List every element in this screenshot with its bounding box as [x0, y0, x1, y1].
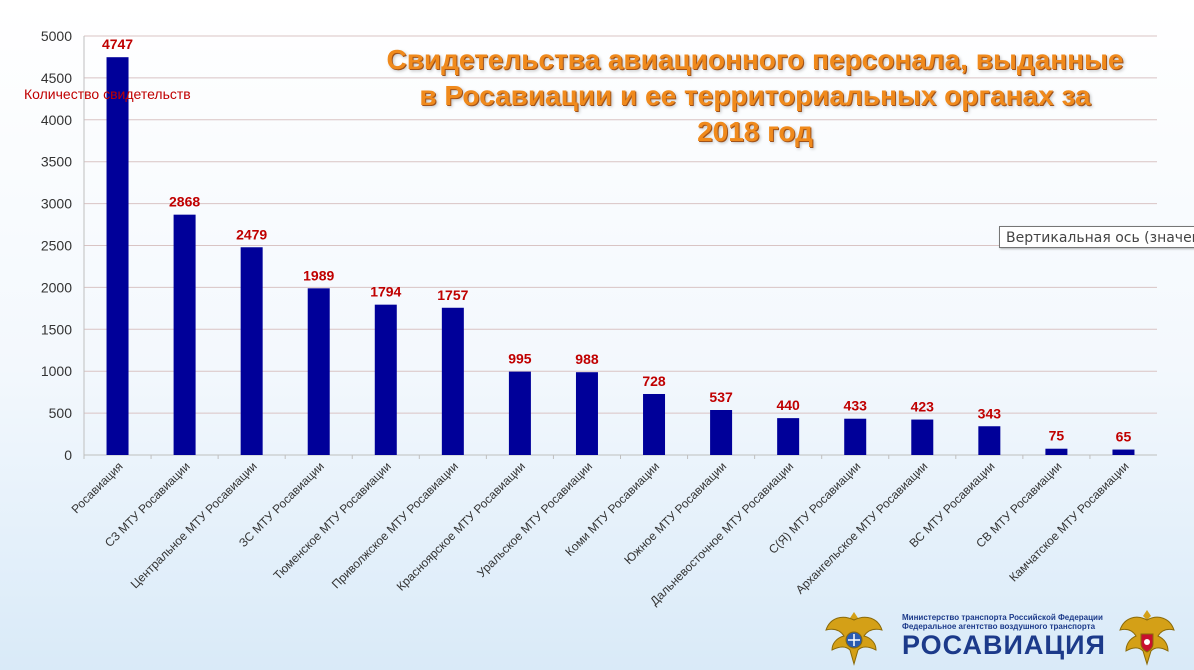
title-line-3: 2018 год [697, 116, 813, 147]
x-tick-label: Приволжское МТУ Росавиации [329, 459, 461, 591]
y-tick-label: 4000 [41, 112, 72, 128]
data-label: 343 [978, 405, 1002, 421]
bar [441, 307, 464, 455]
bar [374, 304, 397, 455]
title-line-1: Свидетельства авиационного персонала, вы… [386, 44, 1124, 75]
y-tick-label: 1500 [41, 321, 72, 337]
bar [911, 419, 934, 455]
data-label: 1989 [303, 267, 334, 283]
data-label: 1794 [370, 284, 401, 300]
y-tick-label: 5000 [41, 28, 72, 44]
bar [1045, 448, 1068, 455]
data-label: 988 [575, 351, 599, 367]
data-label: 433 [844, 398, 868, 414]
data-label: 728 [642, 373, 666, 389]
bar [777, 418, 800, 455]
y-tick-label: 2500 [41, 238, 72, 254]
coat-of-arms-icon [1119, 610, 1175, 666]
y-tick-label: 3500 [41, 154, 72, 170]
data-label: 995 [508, 351, 532, 367]
data-label: 65 [1116, 429, 1132, 445]
axis-tooltip: Вертикальная ось (значения) [999, 226, 1194, 248]
bar [643, 393, 666, 455]
y-tick-label: 4500 [41, 70, 72, 86]
bar [710, 409, 733, 455]
brand-logo-text: РОСАВИАЦИЯ [902, 630, 1106, 660]
x-tick-label: Тюменское МТУ Росавиации [271, 459, 394, 582]
ministry-text: Министерство транспорта Российской Федер… [902, 613, 1103, 631]
x-tick-label: Росавиация [69, 459, 126, 516]
bar [173, 214, 196, 455]
y-tick-label: 500 [49, 405, 73, 421]
y-axis-label: Количество свидетельств [24, 86, 191, 102]
data-label: 2479 [236, 226, 267, 242]
bar [240, 247, 263, 455]
data-label: 440 [776, 397, 800, 413]
data-label: 1757 [437, 287, 468, 303]
data-label: 423 [911, 399, 935, 415]
bar [508, 371, 531, 455]
x-tick-label: Красноярское МТУ Росавиации [394, 459, 528, 593]
data-label: 4747 [102, 36, 133, 52]
x-tick-label: Дальневосточное МТУ Росавиации [647, 459, 796, 608]
x-tick-label: Уральское МТУ Росавиации [474, 459, 595, 580]
ministry-line-1: Министерство транспорта Российской Федер… [902, 613, 1103, 622]
x-tick-label: Архангельское МТУ Росавиации [793, 459, 931, 597]
bar [307, 288, 330, 455]
y-tick-label: 1000 [41, 363, 72, 379]
y-tick-label: 3000 [41, 196, 72, 212]
x-tick-label: Камчатское МТУ Росавиации [1006, 459, 1131, 584]
ministry-line-2: Федеральное агентство воздушного транспо… [902, 622, 1096, 631]
bar [978, 426, 1001, 455]
title-line-2: в Росавиации и ее территориальных органа… [419, 80, 1091, 111]
x-tick-label: Центральное МТУ Росавиации [128, 459, 260, 591]
bar [106, 57, 129, 455]
bar [575, 372, 598, 455]
bar [844, 418, 867, 455]
data-label: 75 [1049, 428, 1065, 444]
chart-title: Свидетельства авиационного персонала, вы… [330, 42, 1180, 150]
eagle-emblem-icon [825, 612, 883, 666]
bar [1112, 449, 1135, 455]
y-tick-label: 0 [64, 447, 72, 463]
data-label: 537 [709, 389, 733, 405]
data-label: 2868 [169, 194, 200, 210]
y-tick-label: 2000 [41, 279, 72, 295]
